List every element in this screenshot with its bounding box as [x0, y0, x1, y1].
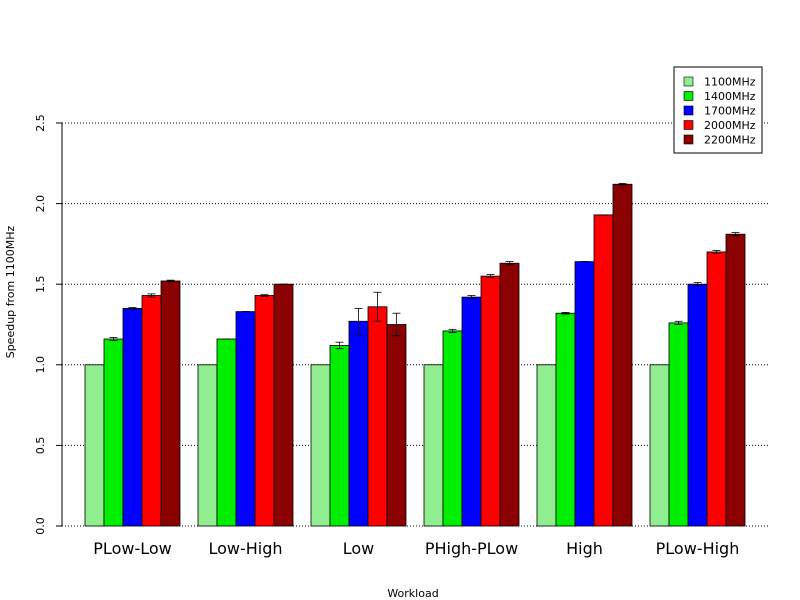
- x-category-label: High: [566, 539, 603, 558]
- y-tick-label: 0.0: [34, 517, 47, 535]
- bar-2000MHz-Low: [367, 306, 388, 527]
- legend-label: 1700MHz: [704, 105, 756, 118]
- x-category-label: Low: [343, 539, 375, 558]
- y-tick-label: 2.0: [34, 195, 47, 213]
- x-category-label: PLow-High: [656, 539, 740, 558]
- legend-swatch: [683, 105, 694, 116]
- bar-1400MHz-PHigh-PLow: [442, 330, 463, 527]
- bar-2000MHz-PLow-High: [706, 251, 727, 527]
- legend-swatch: [683, 76, 694, 87]
- bar-1100MHz-PHigh-PLow: [423, 364, 444, 527]
- bar-1700MHz-Low-High: [235, 311, 256, 527]
- y-tick-label: 1.0: [34, 356, 47, 374]
- legend-swatch: [683, 120, 694, 130]
- legend-swatch: [683, 134, 694, 145]
- legend-label: 1100MHz: [704, 76, 756, 89]
- bar-1700MHz-PLow-High: [687, 283, 708, 527]
- bar-1700MHz-High: [574, 261, 595, 527]
- bar-1700MHz-PHigh-PLow: [461, 296, 482, 527]
- legend-label: 2200MHz: [704, 134, 756, 147]
- bar-2200MHz-PLow-High: [725, 233, 746, 527]
- bar-1100MHz-Low-High: [197, 364, 218, 527]
- bar-2000MHz-PLow-Low: [141, 295, 162, 527]
- bar-1400MHz-High: [555, 312, 576, 527]
- legend-swatch: [683, 91, 694, 101]
- bar-1100MHz-High: [536, 364, 557, 527]
- bar-1400MHz-Low: [329, 345, 350, 527]
- bar-2200MHz-Low: [386, 324, 407, 527]
- y-axis: 0.0 0.5 1.0 1.5 2.0 2.5: [34, 114, 63, 535]
- bar-1100MHz-PLow-Low: [84, 364, 105, 527]
- bar-1700MHz-PLow-Low: [122, 307, 143, 527]
- bar-1400MHz-PLow-Low: [103, 338, 124, 527]
- x-category-label: PHigh-PLow: [425, 539, 518, 558]
- y-axis-title: Speedup from 1100MHz: [4, 225, 17, 358]
- x-category-label: Low-High: [208, 539, 282, 558]
- y-tick-label: 0.5: [34, 437, 47, 455]
- bar-2200MHz-Low-High: [273, 283, 294, 527]
- bars: [84, 183, 746, 527]
- legend-label: 2000MHz: [704, 119, 756, 132]
- bar-2000MHz-PHigh-PLow: [480, 275, 501, 527]
- bar-1700MHz-Low: [348, 320, 369, 527]
- y-tick-label: 1.5: [34, 275, 47, 293]
- legend-label: 1400MHz: [704, 90, 756, 103]
- bar-2200MHz-PLow-Low: [160, 280, 181, 527]
- bar-2200MHz-High: [612, 183, 633, 527]
- bar-2000MHz-High: [593, 214, 614, 527]
- x-category-label: PLow-Low: [93, 539, 171, 558]
- x-axis-category-labels: PLow-Low Low-High Low PHigh-PLow High PLow-Hi…: [93, 539, 739, 558]
- bar-2200MHz-PHigh-PLow: [499, 262, 520, 527]
- y-tick-label: 2.5: [34, 114, 47, 132]
- bar-1400MHz-Low-High: [216, 338, 237, 527]
- bar-1400MHz-PLow-High: [668, 322, 689, 527]
- bar-2000MHz-Low-High: [254, 295, 275, 527]
- x-axis-title: Workload: [387, 587, 438, 600]
- bar-1100MHz-PLow-High: [649, 364, 670, 527]
- bar-1100MHz-Low: [310, 364, 331, 527]
